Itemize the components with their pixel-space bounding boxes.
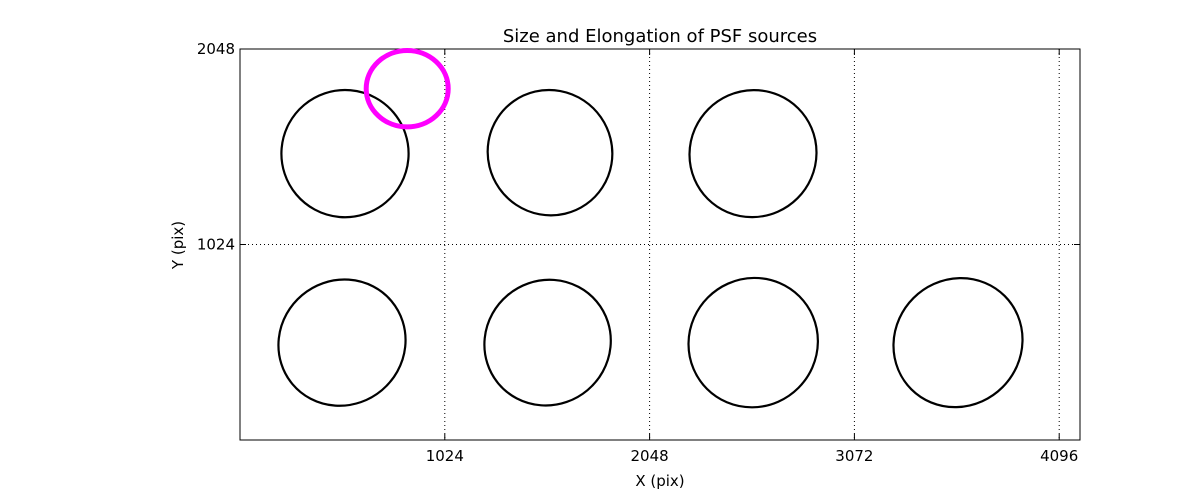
psf-ellipse bbox=[687, 276, 819, 409]
y-tick-label: 2048 bbox=[197, 40, 235, 58]
x-tick-label: 1024 bbox=[426, 447, 464, 465]
x-tick-label: 4096 bbox=[1040, 447, 1078, 465]
x-axis-ticks: 1024 2048 3072 4096 bbox=[426, 49, 1078, 465]
y-axis-label: Y (pix) bbox=[169, 221, 187, 270]
x-axis-label: X (pix) bbox=[635, 472, 684, 490]
psf-ellipse bbox=[892, 277, 1024, 409]
x-tick-label: 3072 bbox=[835, 447, 873, 465]
y-tick-label: 1024 bbox=[197, 236, 235, 254]
y-axis-ticks: 1024 2048 bbox=[197, 40, 1080, 254]
psf-ellipse bbox=[280, 88, 410, 219]
psf-ellipse bbox=[486, 88, 614, 217]
grid-lines bbox=[240, 49, 1080, 440]
psf-ellipses bbox=[277, 48, 1024, 409]
chart-title: Size and Elongation of PSF sources bbox=[503, 26, 817, 47]
psf-ellipse bbox=[277, 278, 407, 407]
reference-circle bbox=[363, 48, 451, 130]
x-tick-label: 2048 bbox=[631, 447, 669, 465]
psf-ellipse bbox=[688, 89, 818, 219]
psf-ellipse bbox=[483, 278, 612, 407]
